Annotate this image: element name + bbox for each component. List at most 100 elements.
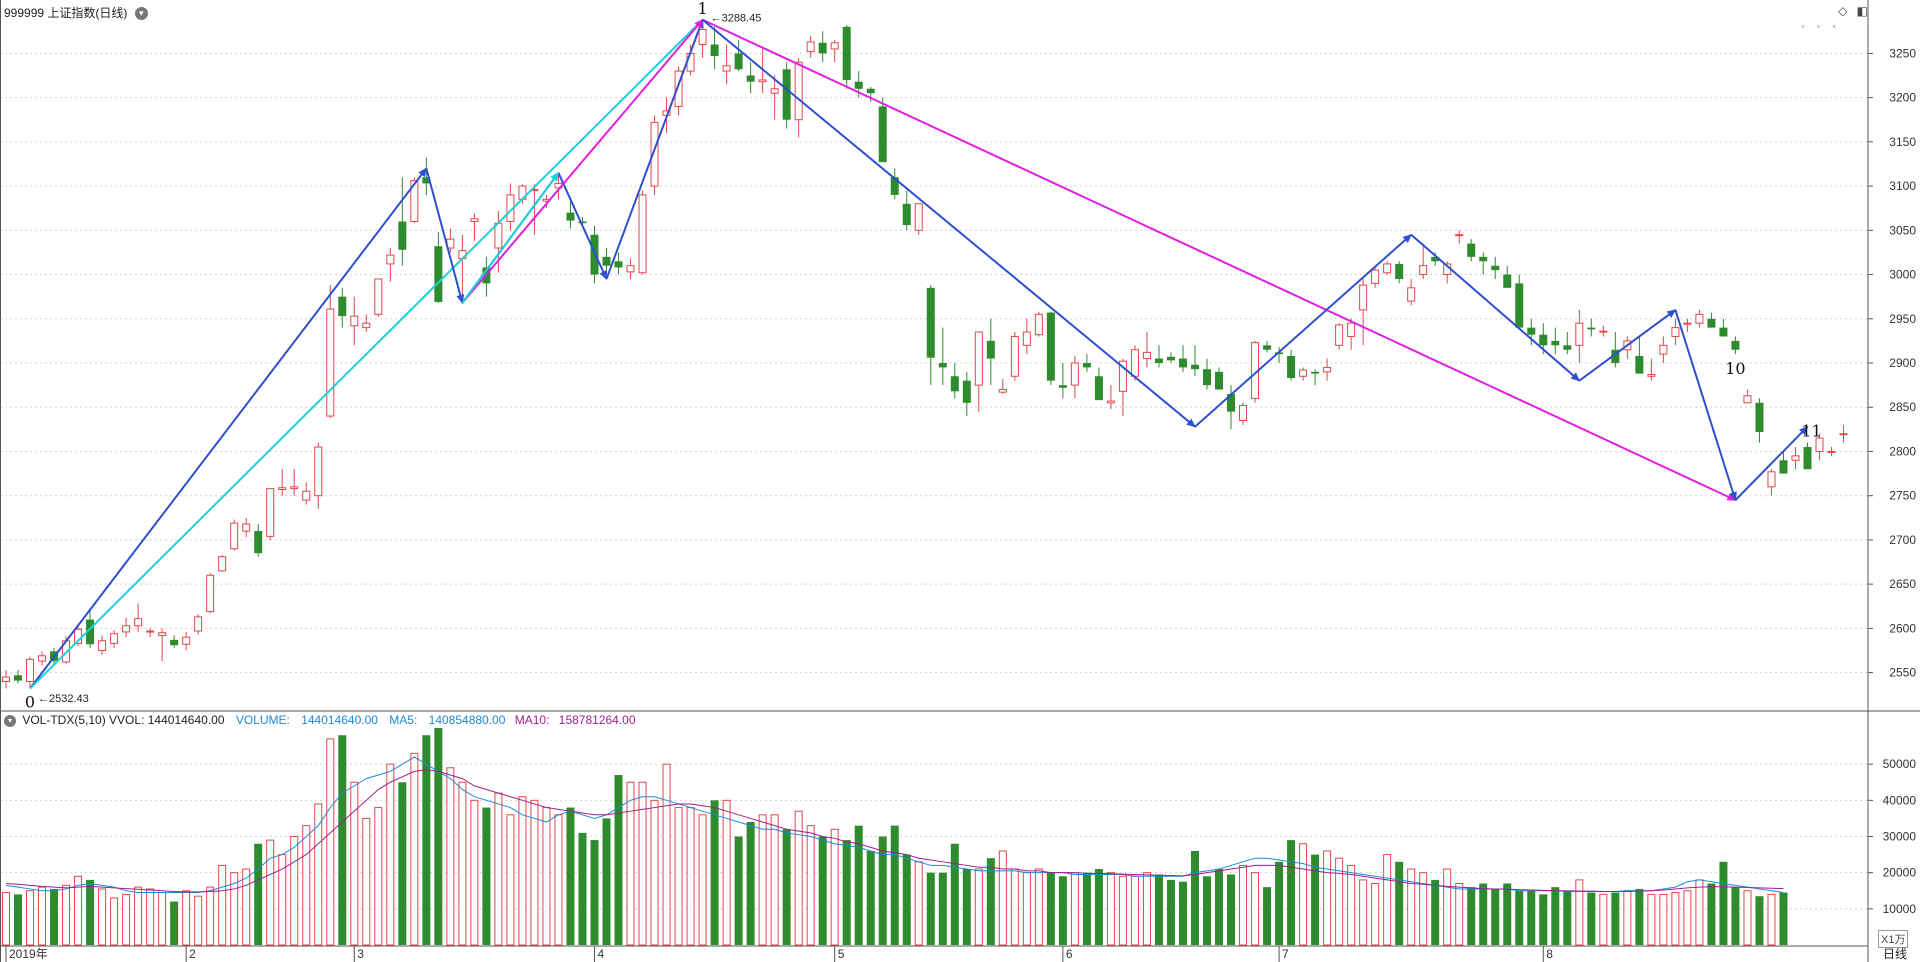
volume-bar-up bbox=[542, 807, 551, 946]
volume-bar-down bbox=[1755, 896, 1764, 945]
top-right-toolbar: ◇ ◧ bbox=[1832, 4, 1868, 18]
price-tick-label: 3050 bbox=[1889, 223, 1916, 237]
indicator-name: VOL-TDX(5,10) bbox=[22, 713, 106, 727]
candle bbox=[806, 35, 815, 58]
candle-body-down bbox=[1719, 327, 1728, 337]
candle-body-up bbox=[1323, 366, 1332, 373]
volume-bar-up bbox=[638, 781, 647, 946]
candle bbox=[782, 62, 791, 129]
candle bbox=[1839, 424, 1848, 443]
candle bbox=[614, 252, 623, 275]
candle bbox=[1503, 265, 1512, 288]
candle-body-up bbox=[914, 203, 923, 231]
candle bbox=[890, 168, 899, 200]
volume-bar-down bbox=[878, 836, 887, 945]
volume-bar-up bbox=[974, 868, 983, 946]
candle bbox=[566, 199, 575, 229]
candle bbox=[1611, 332, 1620, 368]
candle bbox=[1263, 340, 1272, 353]
volume-bar-up bbox=[530, 799, 539, 946]
chevron-down-icon[interactable]: ▾ bbox=[4, 714, 16, 727]
volume-bar-down bbox=[1635, 888, 1644, 945]
candle bbox=[1635, 336, 1644, 374]
candle-body-up bbox=[1839, 433, 1848, 436]
candle bbox=[938, 327, 947, 386]
candle-body-up bbox=[1659, 344, 1668, 355]
volume-bar-up bbox=[74, 875, 83, 946]
volume-bar-up bbox=[122, 893, 131, 946]
candle bbox=[1094, 367, 1103, 401]
volume-tick-label: 40000 bbox=[1883, 793, 1917, 807]
volume-bar-down bbox=[1551, 887, 1560, 945]
volume-indicator-header[interactable]: ▾ VOL-TDX(5,10) VVOL: 144014640.00 VOLUM… bbox=[4, 713, 636, 727]
volume-bar-up bbox=[98, 888, 107, 946]
volume-bar-down bbox=[1154, 874, 1163, 945]
volume-bar-down bbox=[338, 735, 347, 945]
candle bbox=[1311, 369, 1320, 386]
volume-bar-up bbox=[110, 897, 119, 946]
candle bbox=[1527, 318, 1536, 346]
candle-body-up bbox=[26, 658, 35, 682]
candle-body-up bbox=[302, 490, 311, 501]
candle bbox=[1227, 385, 1236, 430]
candle bbox=[146, 628, 155, 638]
volume-bar-up bbox=[662, 763, 671, 946]
candle-body-up bbox=[1070, 362, 1079, 386]
candle-body-down bbox=[1263, 345, 1272, 350]
candle bbox=[1671, 318, 1680, 346]
candle bbox=[338, 287, 347, 328]
volume-bar-up bbox=[506, 814, 515, 946]
candle-body-up bbox=[1743, 395, 1752, 404]
candle bbox=[1323, 358, 1332, 381]
candle bbox=[434, 232, 443, 303]
candle-body-up bbox=[1575, 322, 1584, 346]
wave-lines-layer bbox=[29, 18, 1809, 690]
volume-bar-down bbox=[1263, 887, 1272, 945]
candle bbox=[218, 554, 227, 572]
candle-body-down bbox=[614, 261, 623, 268]
candle bbox=[1791, 447, 1800, 470]
candle-body-down bbox=[566, 212, 575, 221]
candle bbox=[1719, 318, 1728, 337]
candle-body-down bbox=[1707, 318, 1716, 328]
candle-body-down bbox=[1467, 243, 1476, 257]
layout-icon[interactable]: ◧ bbox=[1856, 4, 1868, 18]
candle-body-up bbox=[98, 640, 107, 651]
candle-body-down bbox=[1515, 283, 1524, 328]
candle bbox=[1731, 336, 1740, 355]
legend-marker: · · · bbox=[1800, 18, 1840, 35]
candle-body-up bbox=[674, 70, 683, 107]
month-label: 2 bbox=[189, 947, 196, 961]
volume-bar-down bbox=[902, 854, 911, 945]
wave-count-label: 1 bbox=[697, 0, 707, 18]
candle bbox=[1695, 309, 1704, 328]
volume-bar-down bbox=[1082, 872, 1091, 945]
volume-bar-down bbox=[866, 850, 875, 945]
ma5-value: 140854880.00 bbox=[428, 713, 506, 727]
volume-bar-up bbox=[1623, 890, 1632, 946]
candle-body-up bbox=[122, 625, 131, 633]
candle-body-up bbox=[470, 218, 479, 222]
diamond-icon[interactable]: ◇ bbox=[1838, 4, 1848, 18]
month-label: 2019年 bbox=[9, 947, 48, 961]
price-tick-label: 2700 bbox=[1889, 533, 1916, 547]
candle-body-down bbox=[902, 203, 911, 225]
candle bbox=[1395, 261, 1404, 284]
candle-body-down bbox=[1094, 376, 1103, 401]
volume-bar-down bbox=[1046, 872, 1055, 945]
candle-body-up bbox=[110, 633, 119, 644]
period-button[interactable]: 日线 bbox=[1882, 947, 1907, 961]
volume-bar-down bbox=[14, 894, 23, 945]
volume-bar-up bbox=[1106, 872, 1115, 946]
volume-bar-down bbox=[1491, 888, 1500, 945]
volume-bar-down bbox=[398, 782, 407, 945]
volume-bar-up bbox=[998, 850, 1007, 946]
chevron-down-icon[interactable]: ▾ bbox=[134, 7, 148, 21]
grid-layer bbox=[0, 52, 1868, 910]
candle bbox=[1034, 311, 1043, 337]
volume-bar-up bbox=[1647, 893, 1656, 946]
candle-body-down bbox=[734, 53, 743, 70]
chart-title[interactable]: 999999 上证指数(日线) ▾ bbox=[4, 4, 148, 21]
